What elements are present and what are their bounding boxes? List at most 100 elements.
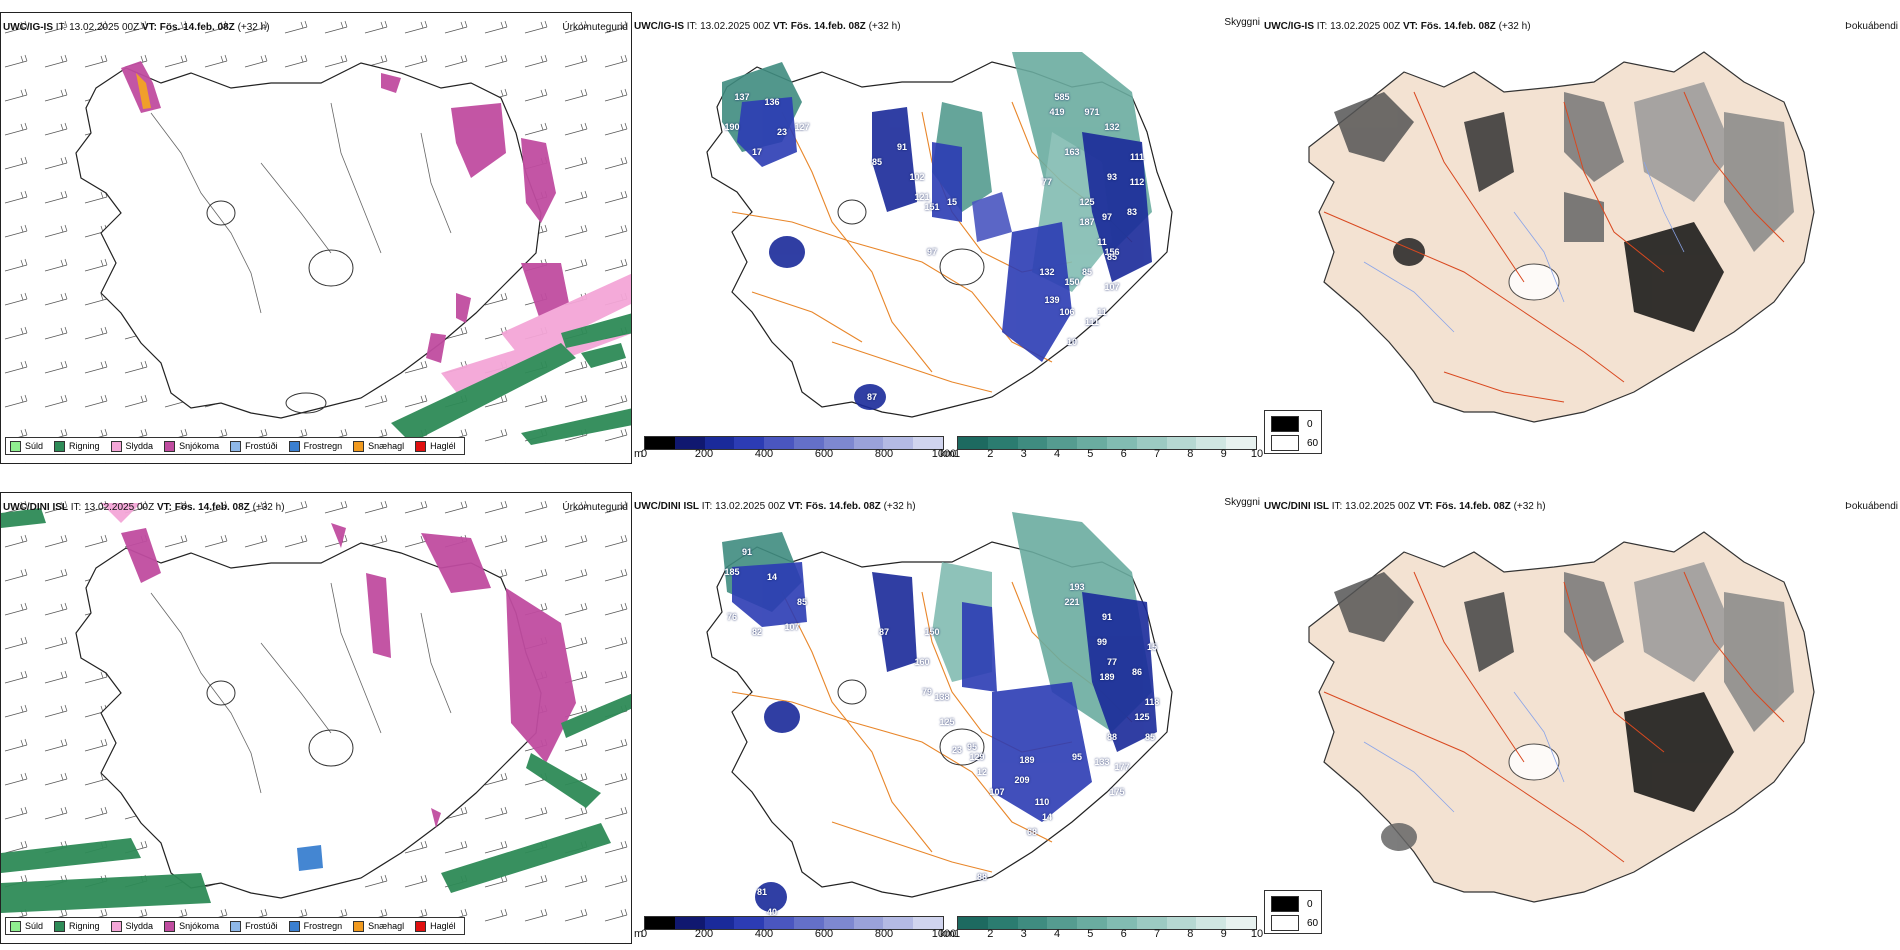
fog-title-row1: Þokuábendi — [1845, 21, 1898, 32]
snow-depth-label: 118 — [1144, 697, 1160, 707]
snow-depth-label: 209 — [1014, 775, 1030, 785]
colorbar-segment — [645, 437, 675, 449]
fog-legend-row: 0 — [1271, 896, 1313, 912]
fog-legend-row: 60 — [1271, 915, 1318, 931]
colorbar-tick: 200 — [694, 928, 714, 940]
snow-depth-label: 177 — [1114, 762, 1130, 772]
legend-swatch — [164, 440, 176, 452]
init-time: IT: 13.02.2025 00Z — [686, 21, 771, 32]
fog-index-map-row2: UWC/DINI ISL IT: 13.02.2025 00Z VT: Fös.… — [1264, 492, 1900, 944]
colorbar-segment — [853, 437, 884, 449]
legend-swatch — [415, 440, 427, 452]
snow-depth-label: 110 — [1034, 797, 1050, 807]
legend-label: Súld — [25, 441, 44, 451]
valid-time: VT: Fös. 14.feb. 08Z — [1417, 501, 1511, 512]
snow-depth-label: 419 — [1049, 107, 1065, 117]
fog-index-map-row1: UWC/IG-IS IT: 13.02.2025 00Z VT: Fös. 14… — [1264, 12, 1900, 464]
snow-depth-label: 150 — [1064, 277, 1080, 287]
fog-legend-row2: 0 60 — [1264, 890, 1322, 934]
colorbar-segment — [734, 437, 765, 449]
legend-item-súld: Súld — [10, 440, 44, 452]
snow-depth-label: 138 — [934, 692, 950, 702]
colorbar-segment — [674, 917, 705, 929]
snow-depth-label: 40 — [766, 907, 778, 917]
lead-time: (+32 h) — [1513, 501, 1546, 512]
colorbar-segment — [793, 437, 824, 449]
colorbar-tick: 1 — [953, 448, 961, 460]
model-name: UWC/IG-IS — [3, 22, 53, 33]
fog-legend-row: 60 — [1271, 435, 1318, 451]
colorbar-segment — [1047, 917, 1078, 929]
model-name: UWC/DINI ISL — [3, 502, 68, 513]
legend-swatch — [415, 920, 427, 932]
snow-colorbar — [644, 436, 944, 450]
snow-depth-label: 99 — [1096, 637, 1108, 647]
legend-label: Slydda — [125, 921, 154, 931]
snow-depth-label: 107 — [784, 622, 800, 632]
snow-depth-visibility-map-row1: 137 136 190 23 127 17 85 91 102 121 151 15 97 585 419 9… — [632, 12, 1264, 464]
legend-swatch — [10, 920, 21, 932]
snow-depth-label: 81 — [756, 887, 768, 897]
snow-depth-label: 85 — [1081, 267, 1093, 277]
precip-type-map-row1: UWC/IG-IS IT: 13.02.2025 00Z VT: Fös. 14… — [0, 12, 632, 464]
snow-depth-label: 189 — [1019, 755, 1035, 765]
model-name: UWC/IG-IS — [1264, 21, 1314, 32]
colorbar-segment — [987, 917, 1018, 929]
legend-swatch — [288, 440, 300, 452]
fog-legend-value: 60 — [1307, 437, 1319, 449]
precip-header-row2: UWC/DINI ISL IT: 13.02.2025 00Z VT: Fös.… — [3, 502, 285, 513]
colorbar-segment — [764, 917, 794, 929]
legend-swatch — [230, 440, 242, 452]
snow-depth-label: 23 — [951, 745, 963, 755]
snow-scale-unit: m — [634, 928, 644, 940]
snow-depth-label: 97 — [926, 247, 938, 257]
snow-depth-label: 189 — [1099, 672, 1115, 682]
valid-time: VT: Fös. 14.feb. 08Z — [772, 21, 866, 32]
colorbar-segment — [704, 917, 735, 929]
colorbar-tick: 400 — [754, 928, 774, 940]
colorbar-segment — [823, 437, 854, 449]
snow-depth-label: 76 — [726, 612, 738, 622]
valid-time: VT: Fös. 14.feb. 08Z — [1402, 21, 1496, 32]
legend-item-snjókoma: Snjókoma — [164, 920, 219, 932]
legend-swatch — [164, 920, 176, 932]
legend-label: Frostregn — [303, 441, 343, 451]
legend-swatch — [288, 920, 300, 932]
colorbar-segment — [734, 917, 765, 929]
legend-item-frostúði: Frostúði — [230, 440, 278, 452]
legend-item-rigning: Rigning — [54, 440, 100, 452]
colorbar-tick: 5 — [1087, 928, 1094, 940]
snow-depth-label: 91 — [741, 547, 753, 557]
colorbar-tick: 1000 — [931, 928, 957, 940]
snow-depth-label: 125 — [1079, 197, 1095, 207]
colorbar-tick: 9 — [1220, 448, 1227, 460]
precip-legend-row2: Súld Rigning Slydda Snjókoma Frostúði Frostre… — [5, 917, 465, 935]
snow-depth-label: 11 — [1097, 237, 1107, 247]
snow-depth-label: 85 — [1144, 732, 1156, 742]
legend-label: Haglél — [430, 441, 456, 451]
snow-depth-label: 221 — [1064, 597, 1080, 607]
snow-depth-label: 190 — [724, 122, 740, 132]
colorbar-segment — [1196, 917, 1227, 929]
snow-depth-label: 91 — [896, 142, 908, 152]
snow-depth-visibility-map-row2: 91 185 14 85 76 82 107 87 150 160 79 138 125 23 95 193 2… — [632, 492, 1264, 944]
colorbar-tick: 8 — [1187, 928, 1194, 940]
legend-label: Snæhagl — [368, 441, 405, 451]
snow-depth-label: 95 — [1071, 752, 1083, 762]
legend-item-snæhagl: Snæhagl — [353, 440, 405, 452]
snow-depth-label: 107 — [1104, 282, 1120, 292]
snow-depth-label: 87 — [878, 627, 890, 637]
colorbar-tick: 3 — [1020, 448, 1027, 460]
lead-time: (+32 h) — [237, 22, 270, 33]
colorbar-tick: 4 — [1053, 448, 1061, 460]
legend-item-haglél: Haglél — [415, 920, 456, 932]
colorbar-segment — [1077, 917, 1107, 929]
snow-depth-label: 85 — [871, 157, 883, 167]
colorbar-tick: 4 — [1053, 928, 1061, 940]
precip-map-canvas — [1, 13, 631, 463]
colorbar-tick: 600 — [814, 928, 834, 940]
colorbar-segment — [913, 437, 943, 449]
visibility-map-canvas — [706, 52, 1173, 418]
colorbar-segment — [853, 917, 884, 929]
snow-depth-label: 12 — [976, 767, 988, 777]
